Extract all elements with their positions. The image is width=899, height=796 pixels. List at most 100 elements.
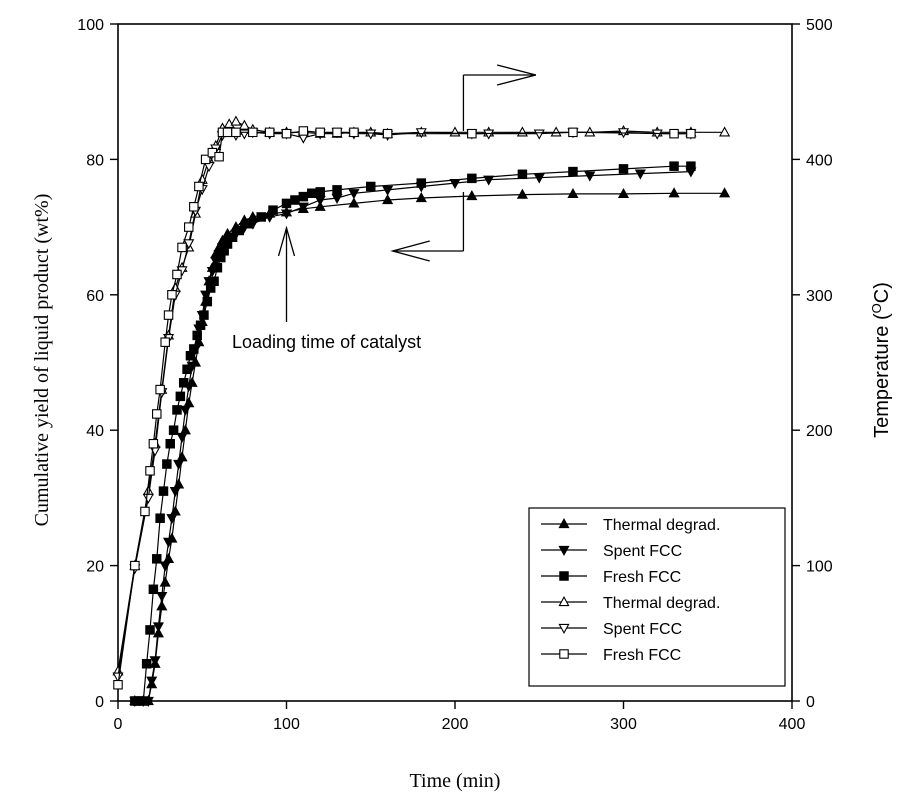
data-point [141, 659, 152, 669]
data-point [165, 438, 175, 449]
x-tick-label: 100 [273, 716, 300, 733]
data-point [189, 344, 199, 354]
x-tick-label: 400 [779, 716, 806, 733]
data-point [382, 185, 394, 196]
data-point [194, 181, 204, 192]
data-point [584, 126, 596, 137]
data-point [189, 202, 199, 212]
data-point [669, 161, 679, 171]
left-y-tick-label: 100 [77, 17, 104, 34]
right-axis-arrow-head [496, 64, 537, 86]
left-y-tick-label: 0 [95, 694, 104, 711]
data-point [214, 151, 224, 162]
data-point [152, 627, 164, 638]
data-point [281, 198, 292, 209]
data-point [669, 128, 679, 139]
series-group [112, 115, 731, 707]
left-y-tick-label: 20 [86, 559, 104, 576]
right-y-tick-label: 200 [806, 423, 833, 440]
data-point [138, 696, 149, 706]
data-point [113, 680, 123, 690]
legend-entry-1: Spent FCC [541, 543, 682, 560]
left-y-tick-label: 40 [86, 423, 104, 440]
data-point [307, 188, 317, 199]
data-point [145, 466, 155, 476]
data-point [365, 129, 377, 140]
data-point [568, 127, 578, 138]
data-point [222, 239, 233, 249]
data-point [152, 554, 162, 564]
data-point [166, 514, 178, 525]
data-point [634, 169, 646, 180]
data-point [152, 622, 164, 633]
left-axis-arrow-head [390, 240, 430, 262]
data-point [382, 194, 394, 205]
legend-entry-3: Thermal degrad. [541, 595, 720, 612]
data-point [550, 126, 562, 137]
data-point [314, 200, 326, 211]
data-point [140, 506, 150, 517]
data-point [146, 676, 158, 687]
legend: Thermal degrad. Spent FCC Fresh FCC Thermal… [528, 507, 786, 687]
data-point [212, 262, 223, 273]
left-y-tick-label: 60 [86, 288, 104, 305]
data-point [230, 115, 242, 126]
right-y-tick-label: 500 [806, 17, 833, 34]
data-point [167, 290, 177, 300]
right-y-tick-label: 400 [806, 152, 833, 169]
data-point [264, 127, 275, 138]
data-point [348, 189, 360, 200]
data-point [195, 320, 206, 331]
data-point [467, 173, 477, 184]
data-point [168, 425, 179, 435]
data-point [719, 126, 731, 137]
data-point [483, 129, 495, 140]
data-point [244, 218, 255, 229]
data-point [533, 173, 545, 184]
data-point [348, 197, 360, 208]
data-point [584, 171, 596, 182]
data-point [145, 625, 155, 635]
legend-marker [558, 596, 570, 607]
data-point [268, 205, 278, 215]
data-point [686, 161, 696, 171]
data-point [156, 591, 168, 603]
legend-marker [558, 545, 570, 556]
data-point [199, 310, 209, 320]
x-tick-label: 0 [114, 716, 123, 733]
data-point [618, 164, 629, 174]
data-point [184, 222, 194, 232]
data-point [178, 378, 189, 388]
right-y-tick-label: 300 [806, 288, 833, 305]
legend-entry-2: Fresh FCC [541, 569, 681, 586]
data-point [298, 191, 309, 202]
data-point [222, 127, 233, 138]
data-point [297, 202, 309, 213]
data-point [142, 493, 154, 504]
data-point [332, 127, 342, 138]
data-point [227, 232, 238, 243]
data-point [159, 576, 171, 587]
x-tick-label: 200 [442, 716, 469, 733]
data-point [155, 513, 165, 523]
data-point [176, 432, 188, 443]
data-point [179, 405, 191, 416]
data-point [177, 242, 187, 253]
data-point [231, 127, 241, 138]
data-point [112, 672, 124, 683]
x-axis-title: Time (min) [410, 770, 501, 792]
data-point [365, 181, 376, 192]
data-point [148, 438, 159, 449]
data-point [160, 337, 170, 347]
x-tick-label: 300 [610, 716, 637, 733]
data-point [162, 459, 172, 469]
data-point [256, 212, 266, 222]
data-point [209, 276, 219, 287]
data-point [156, 600, 168, 611]
data-point [517, 169, 528, 180]
data-point [415, 192, 427, 203]
legend-label: Spent FCC [603, 543, 682, 560]
data-point [415, 128, 427, 139]
data-point [172, 269, 182, 280]
